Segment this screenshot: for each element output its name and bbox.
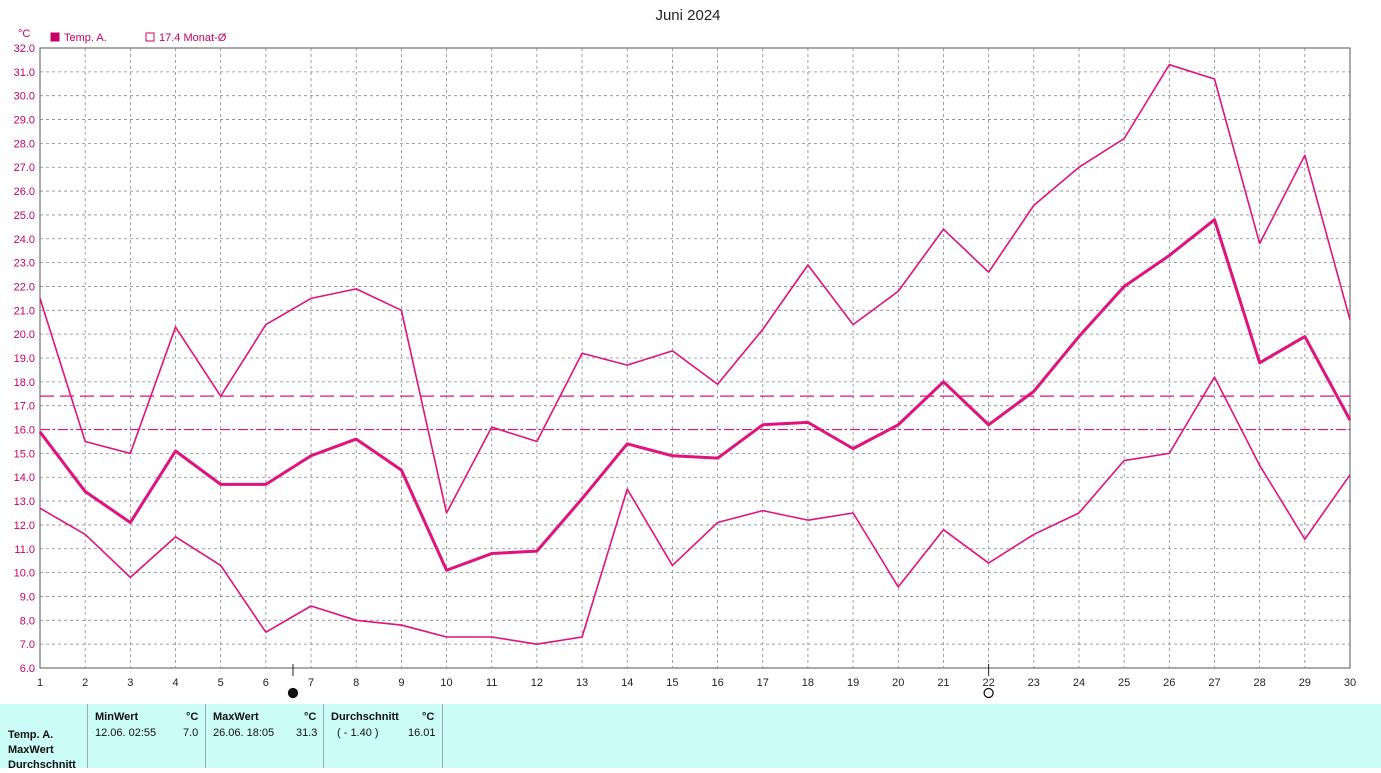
x-tick-label: 22 (982, 677, 994, 689)
x-tick-label: 11 (486, 677, 497, 689)
y-tick-label: 14.0 (14, 472, 35, 484)
row-label-temp: Temp. A. (8, 729, 54, 741)
avg-column: Durchschnitt °C ( - 1.40 ) 16.01 (323, 704, 443, 768)
y-tick-label: 11.0 (14, 544, 35, 556)
new-moon-icon (287, 687, 299, 699)
row-label-avg: Durchschnitt (8, 759, 76, 771)
min-datetime: 12.06. 02:55 (95, 727, 157, 739)
x-tick-label: 15 (666, 677, 678, 689)
x-tick-label: 13 (576, 677, 588, 689)
min-header: MinWert (95, 711, 139, 723)
y-tick-label: 7.0 (20, 639, 35, 651)
x-tick-label: 23 (1028, 677, 1040, 689)
x-tick-label: 18 (802, 677, 814, 689)
y-tick-label: 22.0 (14, 281, 35, 293)
x-tick-label: 7 (308, 677, 314, 689)
y-tick-label: 19.0 (14, 353, 35, 365)
moon-phase-markers (287, 664, 994, 699)
legend-swatch-monthly-avg (145, 32, 155, 42)
x-tick-label: 19 (847, 677, 859, 689)
legend: Temp. A. 17.4 Monat-Ø (50, 32, 227, 44)
x-tick-label: 6 (263, 677, 269, 689)
avg-value: 16.01 (408, 727, 436, 739)
x-tick-label: 20 (892, 677, 904, 689)
x-tick-label: 17 (757, 677, 769, 689)
y-tick-label: 18.0 (14, 377, 35, 389)
y-tick-label: 26.0 (14, 186, 35, 198)
x-axis: 1 2 3 4 5 6 7 8 9 10 11 12 13 14 15 16 17 18 19 20 21 22 23 24 2… (37, 677, 1356, 689)
grid (39, 47, 1351, 669)
stats-row-labels: Temp. A. MaxWert Durchschnitt (8, 728, 76, 773)
min-unit: °C (186, 711, 199, 723)
x-tick-label: 5 (218, 677, 224, 689)
min-value: 7.0 (183, 727, 199, 739)
avg-header: Durchschnitt (331, 711, 399, 723)
y-tick-label: 12.0 (14, 520, 35, 532)
y-tick-label: 8.0 (20, 615, 35, 627)
y-tick-label: 28.0 (14, 138, 35, 150)
y-tick-label: 6.0 (20, 663, 35, 675)
x-tick-label: 28 (1254, 677, 1266, 689)
x-tick-label: 9 (398, 677, 404, 689)
y-tick-label: 15.0 (14, 448, 35, 460)
x-tick-label: 10 (440, 677, 452, 689)
x-tick-label: 24 (1073, 677, 1085, 689)
x-tick-label: 12 (531, 677, 543, 689)
x-tick-label: 2 (82, 677, 88, 689)
avg-deviation: ( - 1.40 ) (337, 727, 379, 739)
x-tick-label: 3 (127, 677, 133, 689)
x-tick-label: 21 (937, 677, 949, 689)
x-tick-label: 14 (621, 677, 633, 689)
full-moon-icon (983, 687, 994, 699)
reference-lines (40, 395, 1350, 431)
window-edge (1372, 0, 1381, 704)
y-tick-label: 30.0 (14, 91, 35, 103)
y-tick-label: 29.0 (14, 115, 35, 127)
x-tick-label: 25 (1118, 677, 1130, 689)
y-tick-label: 21.0 (14, 305, 35, 317)
y-tick-label: 27.0 (14, 162, 35, 174)
x-tick-label: 8 (353, 677, 359, 689)
max-column: MaxWert °C 26.06. 18:05 31.3 (205, 704, 324, 768)
temperature-chart: Juni 2024 °C Temp. A. 17.4 Monat-Ø 6.0 7.… (14, 7, 1356, 699)
x-tick-label: 4 (172, 677, 178, 689)
avg-unit: °C (422, 711, 435, 723)
max-unit: °C (304, 711, 317, 723)
statistics-panel: Temp. A. MaxWert Durchschnitt MinWert °C… (0, 704, 1381, 771)
y-tick-label: 17.0 (14, 401, 35, 413)
y-axis-unit: °C (18, 28, 30, 40)
max-header: MaxWert (213, 711, 259, 723)
y-tick-label: 20.0 (14, 329, 35, 341)
x-tick-label: 16 (711, 677, 723, 689)
x-tick-label: 27 (1208, 677, 1220, 689)
row-label-max: MaxWert (8, 744, 54, 756)
max-value: 31.3 (296, 727, 318, 739)
y-tick-label: 16.0 (14, 425, 35, 437)
x-tick-label: 1 (37, 677, 43, 689)
y-axis: 6.0 7.0 8.0 9.0 10.0 11.0 12.0 13.0 14.0 15.0 16.0… (14, 43, 35, 675)
series-line-max (39, 63, 1351, 514)
y-tick-label: 31.0 (14, 67, 35, 79)
series-line-mean (38, 218, 1352, 572)
y-tick-label: 10.0 (14, 568, 35, 580)
x-tick-label: 26 (1163, 677, 1175, 689)
y-tick-label: 24.0 (14, 234, 35, 246)
legend-swatch-temp (50, 32, 60, 42)
y-tick-label: 9.0 (20, 591, 35, 603)
y-tick-label: 25.0 (14, 210, 35, 222)
legend-label-monthly-avg: 17.4 Monat-Ø (159, 32, 227, 44)
y-tick-label: 32.0 (14, 43, 35, 55)
max-datetime: 26.06. 18:05 (213, 727, 275, 739)
legend-label-temp: Temp. A. (64, 32, 107, 44)
x-tick-label: 29 (1299, 677, 1311, 689)
series (38, 63, 1352, 645)
min-column: MinWert °C 12.06. 02:55 7.0 (87, 704, 206, 768)
x-tick-label: 30 (1344, 677, 1356, 689)
y-tick-label: 23.0 (14, 258, 35, 270)
y-tick-label: 13.0 (14, 496, 35, 508)
chart-title: Juni 2024 (655, 7, 720, 24)
series-line-min (39, 376, 1351, 645)
